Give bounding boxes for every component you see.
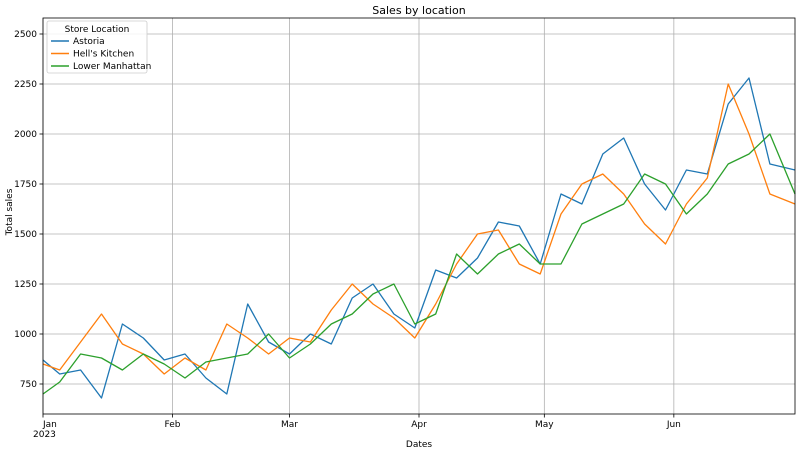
x-tick-label: Mar: [281, 420, 298, 430]
x-tick-label: Jun: [666, 420, 681, 430]
legend-title: Store Location: [65, 25, 130, 35]
y-tick-label: 1000: [14, 330, 37, 340]
series-line-astoria: [42, 77, 796, 399]
y-axis-label: Total sales: [5, 188, 15, 236]
x-axis-label: Dates: [406, 440, 433, 450]
legend-entry: Hell's Kitchen: [73, 50, 134, 60]
legend-entry: Astoria: [73, 37, 105, 47]
x-tick-label: Jan: [42, 420, 57, 430]
series-line-hell-s-kitchen: [42, 83, 796, 375]
legend-box: [46, 20, 148, 74]
legend-entry: Lower Manhattan: [73, 62, 151, 72]
chart-title: Sales by location: [372, 4, 465, 17]
y-tick-label: 1500: [14, 230, 37, 240]
x-tick-year-label: 2023: [33, 430, 56, 440]
y-tick-label: 1250: [14, 280, 37, 290]
y-tick-label: 1750: [14, 180, 37, 190]
x-tick-label: May: [535, 420, 554, 430]
series-line-lower-manhattan: [42, 133, 796, 395]
y-tick-label: 2500: [14, 30, 37, 40]
y-tick-label: 2000: [14, 130, 37, 140]
y-tick-label: 750: [20, 380, 37, 390]
y-tick-label: 2250: [14, 80, 37, 90]
legend: Store Location Astoria Hell's Kitchen Lower…: [46, 20, 151, 74]
x-tick-label: Feb: [165, 420, 181, 430]
x-tick-label: Apr: [411, 420, 427, 430]
